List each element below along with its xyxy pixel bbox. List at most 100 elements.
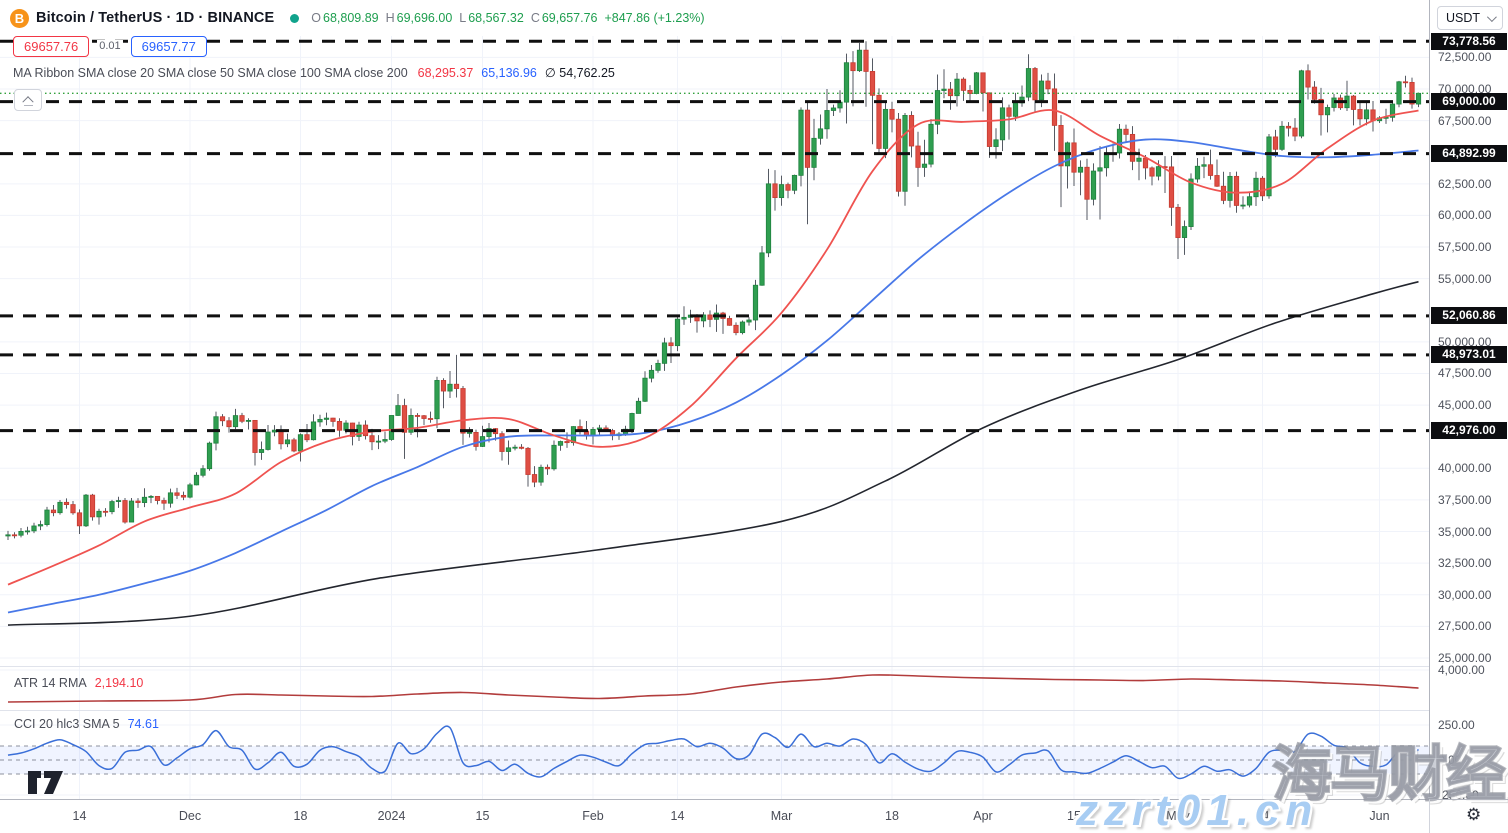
candle: [1402, 81, 1409, 84]
bid-ask-row: 69657.76 0.01 69657.77: [13, 35, 207, 57]
atr-tick-label: 4,000.00: [1438, 663, 1485, 677]
time-tick-label: May: [1166, 809, 1190, 823]
candle: [148, 495, 154, 498]
candle: [1285, 125, 1292, 129]
candle: [863, 49, 869, 72]
candle: [180, 494, 187, 498]
candle: [141, 496, 148, 503]
gear-icon[interactable]: ⚙: [1466, 805, 1482, 824]
bitcoin-icon: B: [10, 8, 29, 28]
candle: [531, 474, 538, 483]
candle: [765, 183, 772, 254]
ohlc-readout: O 68,809.89 H 69,696.00 L 68,567.32 C 69,657…: [311, 11, 704, 25]
candle: [512, 446, 518, 449]
ask-price-button[interactable]: 69657.77: [130, 35, 207, 57]
candle: [44, 509, 50, 525]
candle: [193, 474, 200, 486]
candle: [1396, 81, 1402, 105]
candle: [50, 509, 57, 514]
cci-legend[interactable]: CCI 20 hlc3 SMA 5 74.61: [14, 717, 159, 731]
level-price-tag: 48,973.01: [1431, 346, 1507, 364]
candle: [447, 383, 453, 392]
candle: [1155, 166, 1162, 177]
chart-canvas[interactable]: [0, 0, 1429, 799]
candle: [440, 380, 447, 392]
candle: [1116, 128, 1123, 154]
candle: [1357, 109, 1363, 120]
candle: [102, 510, 109, 513]
pane-collapse-button[interactable]: [14, 89, 42, 111]
candle: [596, 427, 603, 430]
atr-legend[interactable]: ATR 14 RMA 2,194.10: [14, 676, 143, 690]
candle: [1389, 103, 1396, 118]
atr-title: ATR 14 RMA: [14, 676, 87, 690]
candle: [1051, 88, 1058, 126]
candle: [427, 418, 434, 420]
candle: [317, 418, 323, 423]
market-status-icon[interactable]: [290, 13, 300, 23]
candle: [239, 415, 245, 422]
candle: [336, 421, 343, 431]
candle: [655, 362, 661, 371]
candle: [551, 444, 557, 470]
candle: [648, 369, 655, 379]
price-tick-label: 60,000.00: [1438, 208, 1492, 223]
price-axis[interactable]: USDT 72,500.00 70,000.00 67,500.00 62,500.0…: [1429, 0, 1508, 802]
ma-ribbon-legend[interactable]: MA Ribbon SMA close 20 SMA close 50 SMA …: [13, 65, 615, 80]
candle: [661, 342, 668, 364]
cci-value: 74.61: [127, 717, 159, 731]
candle: [395, 405, 401, 416]
price-tick-label: 47,500.00: [1438, 366, 1492, 381]
candle: [772, 183, 778, 199]
candle: [778, 184, 785, 199]
candle: [200, 468, 206, 476]
candle: [1350, 95, 1357, 110]
candle: [167, 492, 174, 504]
candle: [733, 324, 739, 334]
candle: [434, 380, 440, 420]
candle: [63, 501, 70, 505]
candle: [986, 92, 993, 147]
candle: [187, 484, 193, 498]
candle: [5, 534, 11, 537]
candle: [37, 524, 44, 527]
candle: [960, 78, 967, 91]
candle: [284, 439, 291, 445]
candle: [876, 94, 882, 149]
tradingview-logo[interactable]: [28, 771, 64, 795]
candle: [1038, 80, 1045, 101]
candle: [518, 446, 525, 449]
price-tick-label: 37,500.00: [1438, 492, 1492, 507]
candle: [557, 441, 564, 446]
candle: [291, 439, 297, 452]
candle: [895, 118, 902, 192]
bid-price-button[interactable]: 69657.76: [13, 35, 90, 57]
candle: [154, 495, 161, 501]
candle: [252, 419, 258, 453]
candle: [941, 88, 947, 91]
candle: [1292, 127, 1298, 137]
candle: [1188, 178, 1194, 227]
axis-corner: ⚙: [1429, 799, 1508, 833]
candle: [635, 400, 642, 414]
symbol-title[interactable]: Bitcoin / TetherUS · 1D · BINANCE: [36, 10, 275, 26]
candle: [505, 447, 512, 452]
currency-selector[interactable]: USDT: [1437, 6, 1503, 30]
candle: [1149, 167, 1155, 177]
candle: [323, 417, 330, 420]
candle: [973, 72, 980, 94]
time-tick-label: 18: [885, 809, 899, 823]
candle: [460, 388, 466, 434]
ma-ribbon-label: MA Ribbon SMA close 20 SMA close 50 SMA …: [13, 66, 408, 80]
time-tick-label: Mar: [770, 809, 793, 823]
time-axis[interactable]: 14 Dec 18 2024 15 Feb 14 Mar 18 Apr 15 May 14 Jun: [0, 799, 1429, 833]
candle: [1324, 107, 1331, 116]
candle: [538, 466, 544, 483]
price-tick-label: 62,500.00: [1438, 176, 1492, 191]
candle: [1032, 68, 1038, 101]
spread-label: 0.01: [97, 40, 123, 52]
price-tick-label: 72,500.00: [1438, 50, 1492, 65]
candle: [1084, 166, 1090, 200]
candle: [76, 512, 83, 527]
